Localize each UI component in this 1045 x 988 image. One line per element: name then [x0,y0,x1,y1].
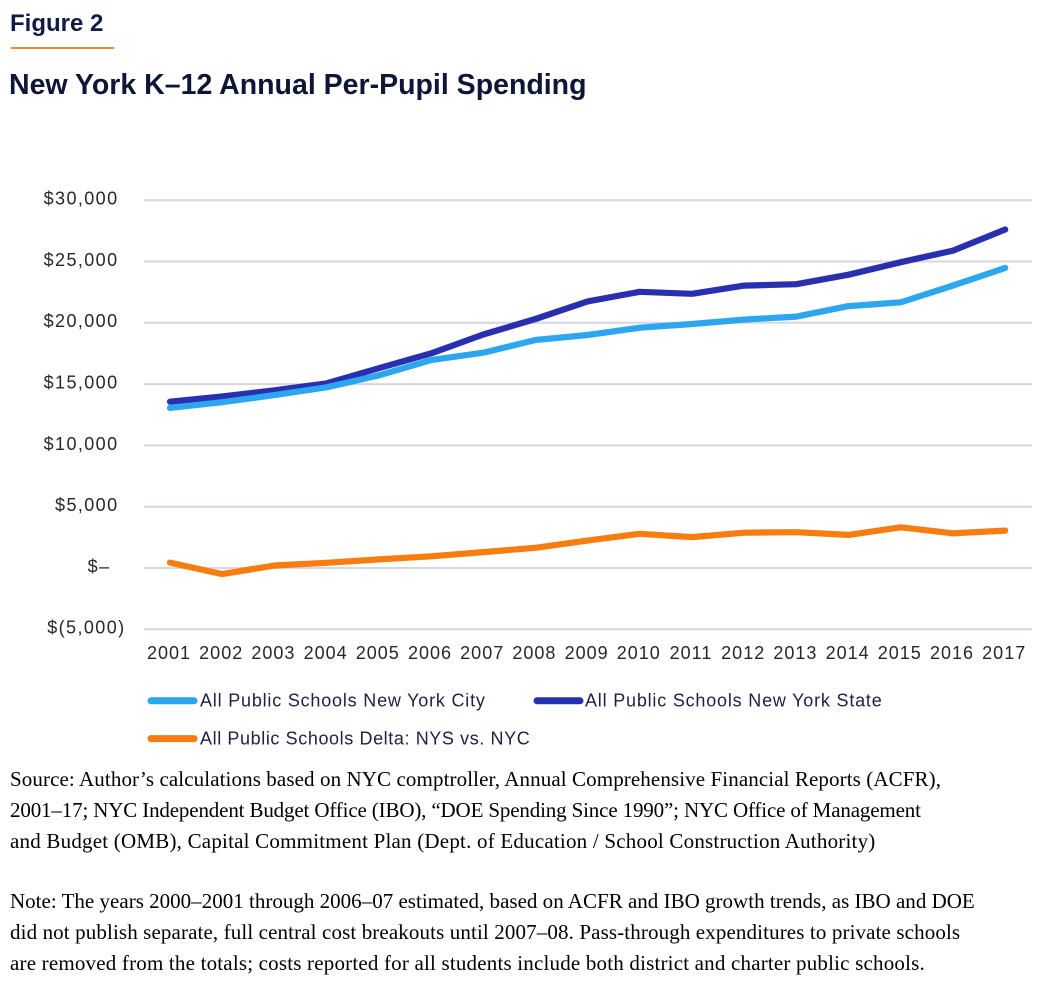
svg-text:2003: 2003 [251,643,295,663]
svg-text:$–: $– [88,556,111,576]
svg-text:2001: 2001 [147,643,191,663]
svg-text:2005: 2005 [356,643,400,663]
svg-text:$15,000: $15,000 [44,373,119,393]
svg-text:All Public Schools Delta: NYS: All Public Schools Delta: NYS vs. NYC [200,728,530,748]
svg-text:$30,000: $30,000 [44,189,119,209]
svg-text:2012: 2012 [721,643,765,663]
svg-text:2013: 2013 [773,643,817,663]
svg-text:$5,000: $5,000 [55,495,118,515]
svg-text:2009: 2009 [565,643,609,663]
svg-text:$(5,000): $(5,000) [47,618,125,638]
svg-text:2016: 2016 [930,643,974,663]
svg-text:2002: 2002 [199,643,243,663]
svg-text:2006: 2006 [408,643,452,663]
svg-text:2014: 2014 [826,643,870,663]
svg-text:2010: 2010 [617,643,661,663]
svg-text:All Public Schools New York Ci: All Public Schools New York City [200,691,486,711]
svg-text:2004: 2004 [304,643,348,663]
svg-text:2011: 2011 [670,643,713,663]
svg-text:2015: 2015 [878,643,922,663]
svg-text:$25,000: $25,000 [44,250,119,270]
svg-text:$20,000: $20,000 [44,311,119,331]
svg-text:All Public Schools New York St: All Public Schools New York State [585,691,883,711]
svg-text:2007: 2007 [460,643,504,663]
svg-text:2008: 2008 [512,643,556,663]
svg-text:2017: 2017 [982,643,1026,663]
svg-text:$10,000: $10,000 [44,434,119,454]
